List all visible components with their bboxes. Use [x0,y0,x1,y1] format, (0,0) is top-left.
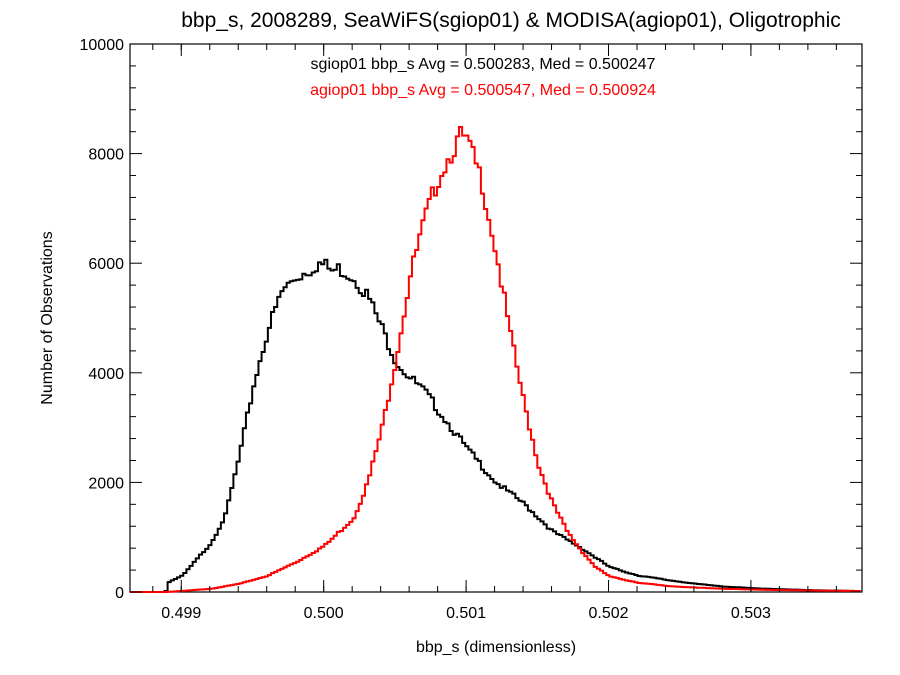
x-axis: 0.499 0.500 0.501 0.502 0.503 [152,44,837,622]
series-line-1 [130,126,862,593]
y-tick-label: 2000 [88,475,124,492]
x-tick-label: 0.500 [304,605,344,622]
annotation-sgiop01: sgiop01 bbp_s Avg = 0.500283, Med = 0.50… [311,56,656,73]
plot-frame [129,43,863,593]
x-axis-label: bbp_s (dimensionless) [416,639,576,656]
y-tick-label: 10000 [80,37,125,54]
annotation-agiop01: agiop01 bbp_s Avg = 0.500547, Med = 0.50… [310,82,656,99]
x-tick-label: 0.499 [161,605,201,622]
y-axis-label: Number of Observations [39,231,56,404]
chart-title: bbp_s, 2008289, SeaWiFS(sgiop01) & MODIS… [181,9,841,32]
plot-area [129,43,863,593]
x-tick-label: 0.502 [588,605,628,622]
y-tick-label: 0 [115,585,124,602]
x-tick-label: 0.501 [446,605,486,622]
y-tick-label: 6000 [88,256,124,273]
x-tick-label: 0.503 [731,605,771,622]
y-axis: 0 2000 4000 6000 8000 10000 [80,37,862,602]
y-tick-label: 8000 [88,147,124,164]
y-tick-label: 4000 [88,366,124,383]
series-line-0 [130,258,862,593]
